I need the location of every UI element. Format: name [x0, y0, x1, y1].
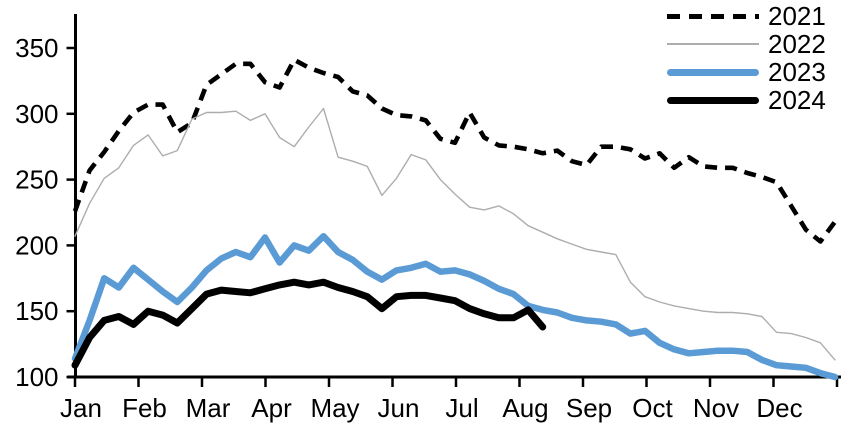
- legend-item-2021: 2021: [667, 2, 830, 30]
- legend-label-2022: 2022: [768, 29, 826, 59]
- chart-legend: 2021 2022 2023 2024: [667, 2, 830, 114]
- legend-label-2024: 2024: [768, 85, 826, 115]
- x-tick-label: Oct: [632, 393, 673, 423]
- legend-item-2023: 2023: [667, 58, 830, 86]
- x-tick-label: Sep: [566, 393, 612, 423]
- series-line-2024: [71, 278, 547, 369]
- y-tick-label: 300: [15, 99, 58, 129]
- x-tick-label: Jul: [445, 393, 478, 423]
- legend-label-2023: 2023: [768, 57, 826, 87]
- y-tick-label: 100: [15, 362, 58, 392]
- legend-label-2021: 2021: [768, 1, 826, 31]
- x-tick-label: Jan: [60, 393, 102, 423]
- x-tick-label: Dec: [756, 393, 802, 423]
- y-tick-label: 200: [15, 230, 58, 260]
- y-tick-label: 250: [15, 165, 58, 195]
- x-tick-label: Apr: [251, 393, 292, 423]
- legend-swatch-2022-thin-line: [667, 43, 759, 45]
- legend-item-2024: 2024: [667, 86, 830, 114]
- y-tick-label: 150: [15, 296, 58, 326]
- y-tick-label: 350: [15, 33, 58, 63]
- x-tick-label: Feb: [122, 393, 167, 423]
- legend-item-2022: 2022: [667, 30, 830, 58]
- legend-swatch-2024-black-line: [667, 96, 759, 104]
- series-line-2021: [72, 57, 837, 244]
- legend-swatch-2021-dashed-line: [667, 13, 759, 19]
- legend-swatch-2023-blue-line: [667, 68, 759, 76]
- x-tick-label: May: [310, 393, 359, 423]
- x-tick-label: Mar: [186, 393, 231, 423]
- x-tick-label: Jun: [378, 393, 420, 423]
- series-line-2022: [74, 107, 836, 361]
- x-tick-label: Aug: [502, 393, 548, 423]
- x-tick-label: Nov: [693, 393, 739, 423]
- series-line-2023: [71, 232, 839, 381]
